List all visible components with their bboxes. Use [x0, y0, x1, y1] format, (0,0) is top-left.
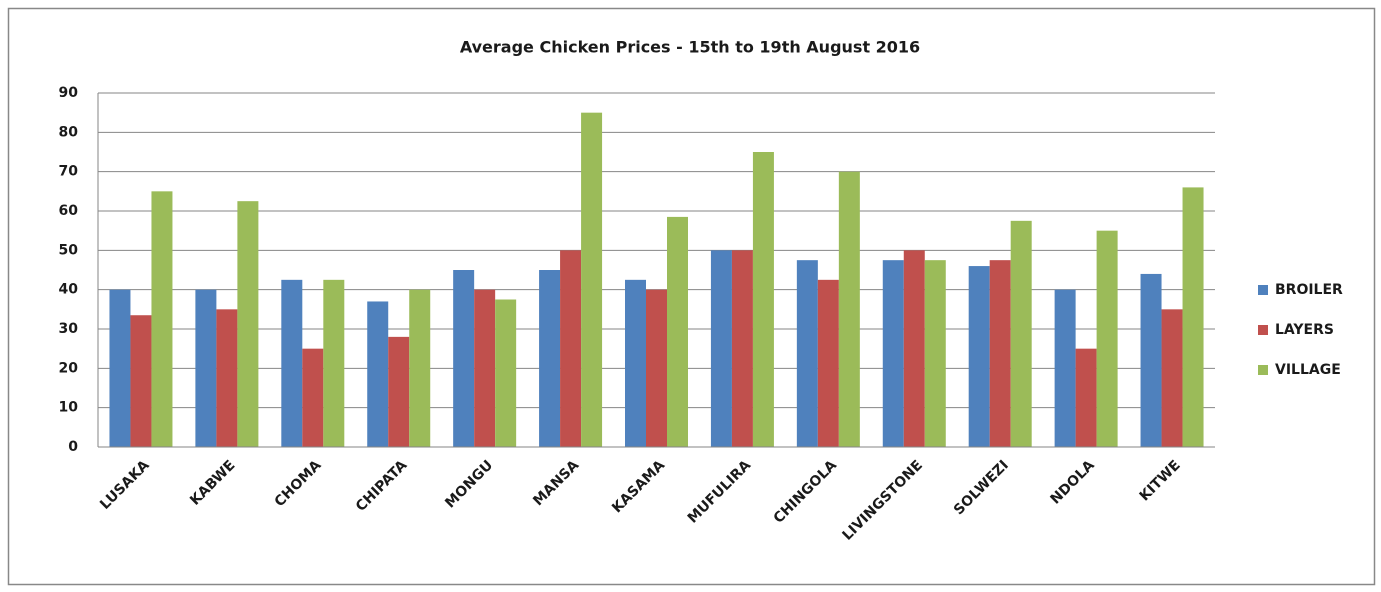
y-tick-label: 40	[59, 282, 79, 298]
bar	[731, 250, 753, 447]
bar	[453, 270, 475, 447]
bar	[1075, 348, 1097, 447]
legend-label: VILLAGE	[1275, 362, 1341, 378]
y-tick-label: 30	[59, 321, 79, 337]
legend-label: BROILER	[1275, 282, 1343, 298]
y-tick-label: 60	[59, 203, 79, 219]
bar	[388, 336, 410, 447]
bar	[560, 250, 582, 447]
bar	[667, 216, 688, 447]
bar	[216, 309, 238, 447]
bar	[323, 279, 345, 447]
y-tick-label: 50	[59, 242, 79, 258]
bar	[989, 260, 1011, 447]
bar	[281, 279, 303, 447]
bar	[1140, 273, 1162, 447]
bar	[151, 191, 173, 447]
bar	[1182, 187, 1204, 447]
bar	[968, 266, 990, 447]
legend-swatch	[1258, 365, 1268, 375]
bar	[796, 260, 818, 447]
bar	[817, 279, 839, 447]
bar	[474, 289, 496, 447]
bar	[409, 289, 431, 447]
y-tick-label: 0	[68, 439, 78, 455]
bar	[710, 250, 732, 447]
bar	[1054, 289, 1076, 447]
bar	[237, 201, 259, 447]
bar	[539, 270, 561, 447]
legend-swatch	[1258, 285, 1268, 295]
bar	[1161, 309, 1183, 447]
y-tick-label: 10	[59, 400, 79, 416]
bar	[130, 315, 152, 447]
y-tick-label: 80	[59, 124, 79, 140]
y-tick-label: 20	[59, 360, 79, 376]
bar	[903, 250, 925, 447]
bar	[625, 279, 646, 447]
bar	[109, 289, 131, 447]
bar	[882, 260, 904, 447]
chart-title: Average Chicken Prices - 15th to 19th Au…	[460, 38, 920, 57]
bar	[302, 348, 324, 447]
bar	[924, 260, 946, 447]
bar	[367, 301, 389, 447]
y-tick-label: 90	[59, 85, 79, 101]
y-tick-label: 70	[59, 164, 79, 180]
bar	[495, 299, 517, 447]
bar	[646, 289, 667, 447]
bar	[838, 171, 860, 447]
legend-swatch	[1258, 325, 1268, 335]
bar	[581, 112, 603, 448]
legend-label: LAYERS	[1275, 322, 1334, 338]
bar	[1096, 230, 1118, 447]
bar	[195, 289, 217, 447]
bar	[1010, 220, 1032, 447]
bar	[752, 152, 774, 447]
